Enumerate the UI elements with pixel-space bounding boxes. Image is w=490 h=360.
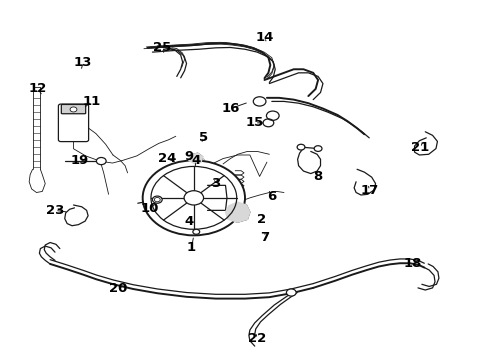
FancyBboxPatch shape: [58, 104, 89, 141]
Text: 16: 16: [221, 102, 240, 115]
Circle shape: [70, 107, 77, 112]
Circle shape: [287, 289, 296, 296]
FancyBboxPatch shape: [61, 104, 86, 114]
Text: 23: 23: [46, 204, 64, 217]
Circle shape: [184, 191, 203, 205]
Text: 13: 13: [74, 55, 93, 69]
Text: 21: 21: [411, 141, 430, 154]
Circle shape: [314, 146, 322, 152]
Circle shape: [297, 144, 305, 150]
Text: 4: 4: [184, 215, 194, 228]
Polygon shape: [189, 158, 206, 170]
Text: 6: 6: [267, 190, 276, 203]
Circle shape: [143, 160, 245, 235]
Polygon shape: [225, 202, 250, 222]
Text: 19: 19: [70, 154, 89, 167]
Text: 8: 8: [314, 170, 323, 183]
Text: 11: 11: [82, 95, 100, 108]
Polygon shape: [189, 153, 202, 164]
Text: 7: 7: [260, 231, 269, 244]
Text: 12: 12: [29, 82, 47, 95]
Circle shape: [152, 196, 162, 203]
Circle shape: [193, 229, 200, 234]
Text: 15: 15: [245, 116, 264, 129]
Text: 4: 4: [192, 154, 201, 167]
Text: 5: 5: [199, 131, 208, 144]
Text: 20: 20: [109, 283, 127, 296]
Text: 10: 10: [141, 202, 159, 215]
Text: 2: 2: [257, 213, 267, 226]
Text: 14: 14: [255, 31, 274, 44]
Text: 24: 24: [158, 152, 176, 165]
Polygon shape: [207, 185, 227, 210]
Text: 22: 22: [248, 333, 266, 346]
Text: 18: 18: [404, 257, 422, 270]
Text: 25: 25: [153, 41, 172, 54]
Text: 1: 1: [187, 241, 196, 255]
Text: 3: 3: [211, 177, 220, 190]
Text: 9: 9: [184, 150, 194, 163]
Circle shape: [97, 157, 106, 165]
Text: 17: 17: [360, 184, 378, 197]
